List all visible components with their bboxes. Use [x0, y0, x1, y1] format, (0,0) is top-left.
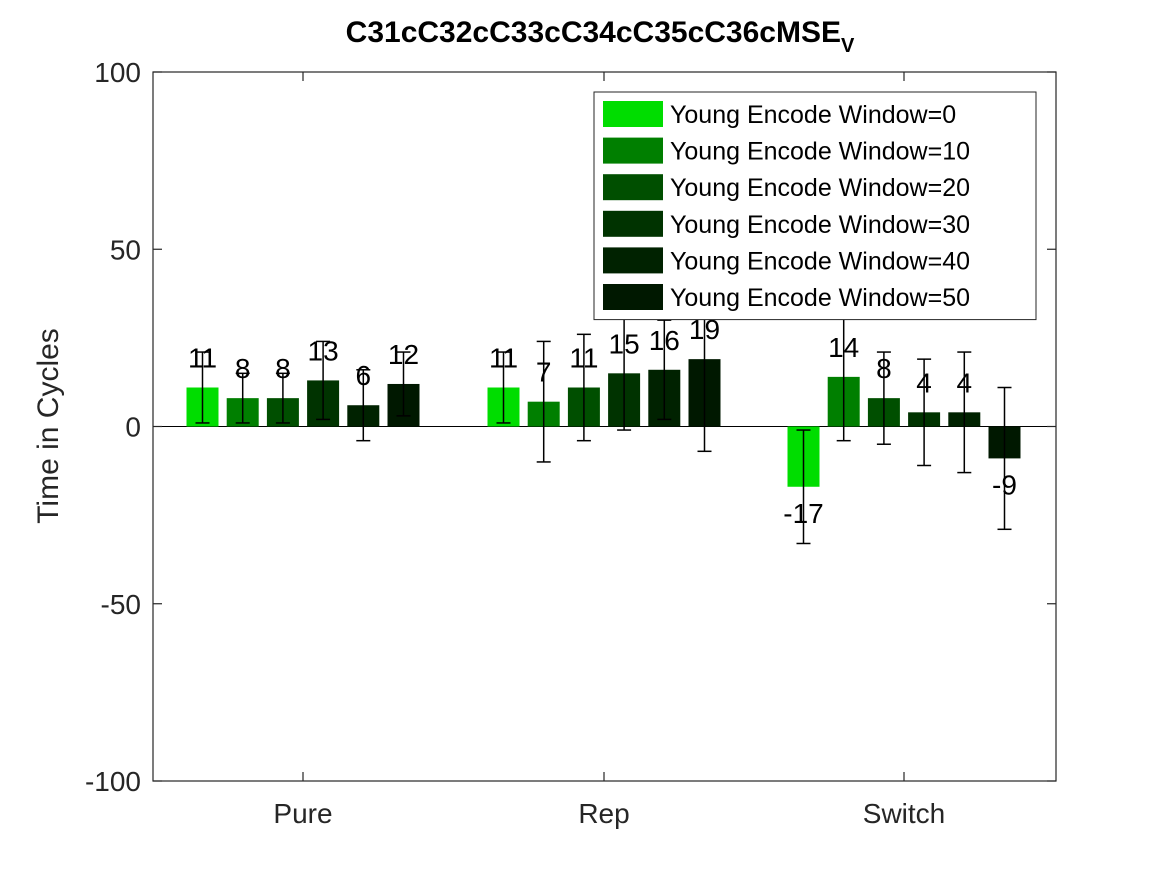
data-label: 11 — [188, 343, 217, 374]
data-label: -17 — [783, 498, 823, 529]
legend-box — [593, 91, 1037, 321]
y-tick-label: -100 — [85, 766, 141, 797]
legend-swatch — [603, 284, 663, 310]
data-label: 11 — [569, 343, 598, 374]
legend-swatch — [603, 137, 663, 164]
data-label: 4 — [916, 367, 932, 398]
data-label: 12 — [388, 339, 419, 370]
data-label: 15 — [609, 328, 640, 359]
data-label: 8 — [876, 353, 892, 384]
chart-title-subscript: V — [841, 35, 855, 57]
data-label: 4 — [957, 367, 973, 398]
data-label: 6 — [356, 360, 372, 391]
data-label: 8 — [275, 353, 291, 384]
data-label: -9 — [992, 469, 1017, 500]
legend-entry: Young Encode Window=10 — [670, 138, 970, 166]
chart-title-main: C31cC32cC33cC34cC35cC36cMSE — [346, 16, 841, 49]
data-label: 13 — [308, 335, 339, 366]
legend-swatch — [603, 174, 663, 201]
y-tick-label: 50 — [110, 234, 141, 265]
data-label: 16 — [649, 325, 680, 356]
legend-swatch — [603, 101, 663, 127]
y-tick-label: 0 — [125, 412, 141, 443]
y-tick-label: -50 — [101, 589, 141, 620]
legend: Young Encode Window=0 Young Encode Window… — [593, 91, 1037, 321]
legend-swatch — [603, 210, 663, 237]
x-tick-label: Pure — [273, 798, 332, 829]
x-axis: Pure Rep Switch — [273, 72, 945, 829]
chart-title: C31cC32cC33cC34cC35cC36cMSEV — [346, 16, 855, 57]
x-tick-label: Rep — [578, 798, 629, 829]
y-axis-label: Time in Cycles — [32, 328, 65, 524]
data-label: 11 — [489, 343, 518, 374]
data-label: 14 — [828, 332, 859, 363]
legend-swatch — [603, 247, 663, 274]
legend-entry: Young Encode Window=30 — [670, 211, 970, 239]
y-axis: -100 -50 0 50 100 — [85, 57, 1056, 797]
legend-entry: Young Encode Window=40 — [670, 247, 970, 275]
legend-entry: Young Encode Window=20 — [670, 174, 970, 202]
y-tick-label: 100 — [94, 57, 141, 88]
data-label: 8 — [235, 353, 251, 384]
legend-entry: Young Encode Window=0 — [670, 101, 956, 129]
x-tick-label: Switch — [863, 798, 945, 829]
legend-entry: Young Encode Window=50 — [670, 284, 970, 312]
data-label: 7 — [536, 357, 552, 388]
